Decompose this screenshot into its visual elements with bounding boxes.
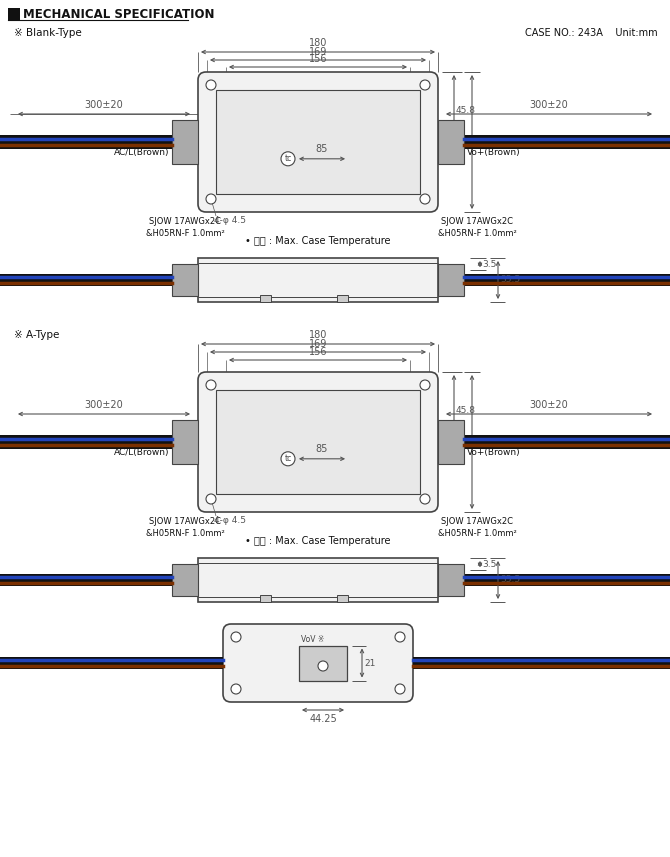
Text: 4-φ 4.5: 4-φ 4.5 bbox=[214, 516, 246, 525]
Text: VoV ※: VoV ※ bbox=[301, 634, 324, 644]
Bar bbox=[172, 120, 198, 165]
Text: MECHANICAL SPECIFICATION: MECHANICAL SPECIFICATION bbox=[23, 8, 214, 21]
Bar bbox=[337, 595, 348, 602]
Bar bbox=[438, 420, 464, 464]
Text: AC/N(Blue)
AC/L(Brown): AC/N(Blue) AC/L(Brown) bbox=[113, 435, 169, 457]
Text: 21: 21 bbox=[364, 658, 375, 668]
Bar bbox=[216, 390, 420, 494]
Bar bbox=[0, 574, 172, 586]
Text: 300±20: 300±20 bbox=[84, 100, 123, 110]
Bar bbox=[464, 435, 670, 449]
Bar bbox=[260, 595, 271, 602]
Text: 45.8: 45.8 bbox=[456, 106, 476, 115]
FancyBboxPatch shape bbox=[223, 624, 413, 702]
Text: 3.5: 3.5 bbox=[482, 260, 496, 268]
Bar bbox=[172, 420, 198, 464]
Circle shape bbox=[420, 80, 430, 90]
Text: tc: tc bbox=[284, 454, 291, 464]
Text: 85: 85 bbox=[316, 144, 328, 153]
Circle shape bbox=[206, 380, 216, 390]
Text: 4-φ 4.5: 4-φ 4.5 bbox=[214, 216, 246, 225]
Text: SJOW 17AWGx2C
&H05RN-F 1.0mm²: SJOW 17AWGx2C &H05RN-F 1.0mm² bbox=[438, 217, 517, 237]
FancyBboxPatch shape bbox=[198, 72, 438, 212]
Bar bbox=[438, 120, 464, 165]
Text: SJOW 17AWGx2C
&H05RN-F 1.0mm²: SJOW 17AWGx2C &H05RN-F 1.0mm² bbox=[145, 217, 224, 237]
Bar bbox=[0, 274, 172, 286]
Text: 63: 63 bbox=[474, 137, 486, 147]
Circle shape bbox=[231, 684, 241, 694]
Text: 169: 169 bbox=[309, 339, 327, 349]
Text: 156: 156 bbox=[309, 54, 327, 64]
Text: Vo-(Blue)
Vo+(Brown): Vo-(Blue) Vo+(Brown) bbox=[467, 135, 521, 157]
Text: 3.5: 3.5 bbox=[482, 560, 496, 569]
Bar bbox=[299, 645, 347, 680]
Bar bbox=[172, 564, 198, 596]
Bar bbox=[464, 574, 670, 586]
Text: 44.25: 44.25 bbox=[309, 714, 337, 724]
Bar bbox=[260, 295, 271, 302]
Circle shape bbox=[420, 494, 430, 504]
Text: 180: 180 bbox=[309, 330, 327, 340]
Text: 35.5: 35.5 bbox=[500, 576, 520, 584]
Text: tc: tc bbox=[284, 154, 291, 164]
Bar bbox=[337, 295, 348, 302]
Circle shape bbox=[420, 380, 430, 390]
Text: ※ Blank-Type: ※ Blank-Type bbox=[14, 28, 82, 38]
Circle shape bbox=[206, 194, 216, 204]
Circle shape bbox=[206, 494, 216, 504]
Text: 45.8: 45.8 bbox=[456, 406, 476, 415]
Circle shape bbox=[206, 80, 216, 90]
Bar bbox=[0, 135, 172, 149]
Text: 156: 156 bbox=[309, 347, 327, 357]
Bar bbox=[216, 90, 420, 194]
Text: 300±20: 300±20 bbox=[84, 400, 123, 410]
Text: Vo-(Blue)
Vo+(Brown): Vo-(Blue) Vo+(Brown) bbox=[467, 435, 521, 457]
FancyBboxPatch shape bbox=[198, 372, 438, 512]
Circle shape bbox=[281, 152, 295, 165]
Circle shape bbox=[420, 194, 430, 204]
Bar bbox=[8, 8, 20, 20]
Bar bbox=[464, 274, 670, 286]
Text: 300±20: 300±20 bbox=[529, 400, 568, 410]
Text: 85: 85 bbox=[316, 444, 328, 454]
Text: SJOW 17AWGx2C
&H05RN-F 1.0mm²: SJOW 17AWGx2C &H05RN-F 1.0mm² bbox=[145, 517, 224, 538]
Circle shape bbox=[318, 661, 328, 671]
Text: SJOW 17AWGx2C
&H05RN-F 1.0mm²: SJOW 17AWGx2C &H05RN-F 1.0mm² bbox=[438, 517, 517, 538]
Text: CASE NO.: 243A    Unit:mm: CASE NO.: 243A Unit:mm bbox=[525, 28, 658, 38]
Bar bbox=[198, 558, 438, 602]
Bar bbox=[0, 657, 223, 669]
Text: 169: 169 bbox=[309, 47, 327, 57]
Bar bbox=[172, 264, 198, 296]
Bar bbox=[438, 564, 464, 596]
Circle shape bbox=[231, 632, 241, 642]
Text: 300±20: 300±20 bbox=[529, 100, 568, 110]
Circle shape bbox=[395, 632, 405, 642]
Circle shape bbox=[395, 684, 405, 694]
Bar bbox=[438, 264, 464, 296]
Text: • ＴＣ : Max. Case Temperature: • ＴＣ : Max. Case Temperature bbox=[245, 536, 391, 546]
Text: ※ A-Type: ※ A-Type bbox=[14, 330, 60, 340]
Bar bbox=[464, 135, 670, 149]
Text: 180: 180 bbox=[309, 38, 327, 48]
Text: AC/N(Blue)
AC/L(Brown): AC/N(Blue) AC/L(Brown) bbox=[113, 135, 169, 157]
Text: 63: 63 bbox=[474, 438, 486, 446]
Text: 35.5: 35.5 bbox=[500, 275, 520, 285]
Circle shape bbox=[281, 452, 295, 466]
Bar bbox=[413, 657, 670, 669]
Bar bbox=[198, 258, 438, 302]
Bar bbox=[0, 435, 172, 449]
Text: • ＴＣ : Max. Case Temperature: • ＴＣ : Max. Case Temperature bbox=[245, 236, 391, 246]
